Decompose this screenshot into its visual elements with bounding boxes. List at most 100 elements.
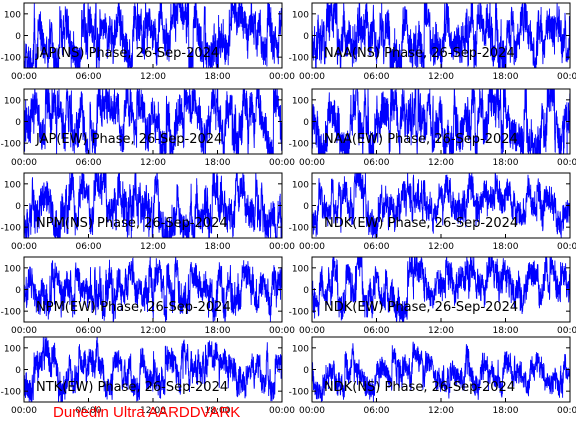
- x-tick-label: 00:00: [269, 242, 295, 252]
- plot-panel-9: 100 0 -100 00:00 06:00 12:00 18:00 00:00 NTK(EW)…: [1, 336, 295, 416]
- y-tick-label: -100: [289, 54, 310, 64]
- panel-title: NTK(EW) Phase, 26-Sep-2024: [36, 380, 228, 395]
- x-tick-label: 00:00: [269, 158, 295, 168]
- y-tick-label: 100: [292, 264, 309, 274]
- plot-panel-2: 100 0 -100 00:00 06:00 12:00 18:00 00:00 NAA(NS)…: [289, 2, 576, 82]
- y-tick-label: 0: [303, 286, 309, 296]
- x-tick-label: 06:00: [364, 158, 390, 168]
- y-tick-label: -100: [1, 54, 22, 64]
- phase-series-line: [24, 173, 282, 238]
- plot-panel-4: 100 0 -100 00:00 06:00 12:00 18:00 00:00 NAA(EW)…: [289, 88, 576, 168]
- y-tick-label: -100: [289, 140, 310, 150]
- x-tick-label: 06:00: [76, 406, 102, 416]
- x-tick-label: 06:00: [364, 72, 390, 82]
- x-tick-label: 12:00: [140, 326, 166, 336]
- y-tick-label: 0: [303, 32, 309, 42]
- x-tick-label: 18:00: [493, 72, 519, 82]
- panel-title: NDK(NS) Phase, 26-Sep-2024: [324, 380, 515, 395]
- y-tick-label: -100: [289, 308, 310, 318]
- y-tick-label: 100: [292, 10, 309, 20]
- y-tick-label: 0: [303, 118, 309, 128]
- x-tick-label: 00:00: [269, 406, 295, 416]
- x-tick-label: 00:00: [299, 326, 325, 336]
- x-tick-label: 18:00: [493, 242, 519, 252]
- phase-series-line: [24, 89, 282, 154]
- x-tick-label: 00:00: [299, 72, 325, 82]
- x-tick-label: 12:00: [140, 72, 166, 82]
- plot-panel-10: 100 0 -100 00:00 06:00 12:00 18:00 00:00 NDK(NS)…: [289, 336, 576, 416]
- x-tick-label: 12:00: [140, 158, 166, 168]
- y-tick-label: 100: [4, 264, 21, 274]
- plot-panel-3: 100 0 -100 00:00 06:00 12:00 18:00 00:00 JAP(EW)…: [1, 88, 295, 168]
- panel-title: NDK(EW) Phase, 26-Sep-2024: [324, 300, 518, 315]
- x-tick-label: 00:00: [269, 326, 295, 336]
- x-tick-label: 06:00: [364, 242, 390, 252]
- x-tick-label: 00:00: [299, 406, 325, 416]
- phase-series-line: [312, 3, 570, 68]
- x-tick-label: 12:00: [428, 72, 454, 82]
- y-tick-label: 0: [303, 366, 309, 376]
- x-tick-label: 00:00: [557, 158, 576, 168]
- x-tick-label: 18:00: [205, 326, 231, 336]
- y-tick-label: 0: [303, 202, 309, 212]
- y-tick-label: 0: [15, 32, 21, 42]
- y-tick-label: 0: [15, 202, 21, 212]
- x-tick-label: 00:00: [11, 72, 37, 82]
- x-tick-label: 06:00: [76, 158, 102, 168]
- plot-panel-6: 100 0 -100 00:00 06:00 12:00 18:00 00:00 NDK(EW)…: [289, 172, 576, 252]
- y-tick-label: -100: [1, 140, 22, 150]
- y-tick-label: 100: [292, 180, 309, 190]
- phase-series-line: [312, 89, 570, 154]
- x-tick-label: 00:00: [557, 242, 576, 252]
- y-tick-label: -100: [289, 224, 310, 234]
- plot-panel-1: 100 0 -100 00:00 06:00 12:00 18:00 00:00 JAP(NS)…: [1, 2, 295, 82]
- x-tick-label: 06:00: [76, 326, 102, 336]
- x-tick-label: 12:00: [428, 158, 454, 168]
- x-tick-label: 06:00: [76, 72, 102, 82]
- x-tick-label: 06:00: [364, 326, 390, 336]
- x-tick-label: 00:00: [11, 158, 37, 168]
- panel-title: NPM(NS) Phase, 26-Sep-2024: [36, 216, 228, 231]
- x-tick-label: 00:00: [11, 406, 37, 416]
- y-tick-label: 100: [4, 180, 21, 190]
- x-tick-label: 00:00: [11, 242, 37, 252]
- phase-series-line: [312, 173, 570, 238]
- phase-series-line: [312, 257, 570, 322]
- y-tick-label: -100: [1, 224, 22, 234]
- phase-series-line: [24, 3, 282, 68]
- panel-title: NPM(EW) Phase, 26-Sep-2024: [36, 300, 231, 315]
- y-tick-label: -100: [1, 388, 22, 398]
- x-tick-label: 06:00: [364, 406, 390, 416]
- panel-title: NDK(EW) Phase, 26-Sep-2024: [324, 216, 518, 231]
- y-tick-label: 100: [4, 10, 21, 20]
- x-tick-label: 06:00: [76, 242, 102, 252]
- x-tick-label: 18:00: [493, 326, 519, 336]
- x-tick-label: 12:00: [140, 406, 166, 416]
- y-tick-label: 100: [4, 344, 21, 354]
- plot-panel-5: 100 0 -100 00:00 06:00 12:00 18:00 00:00 NPM(NS)…: [1, 172, 295, 252]
- x-tick-label: 00:00: [299, 242, 325, 252]
- y-tick-label: 100: [292, 344, 309, 354]
- x-tick-label: 00:00: [299, 158, 325, 168]
- panel-title: NAA(NS) Phase, 26-Sep-2024: [324, 46, 515, 61]
- plot-panel-8: 100 0 -100 00:00 06:00 12:00 18:00 00:00 NDK(EW)…: [289, 256, 576, 336]
- footer-label: Dunedin Ultra AARDDVARK: [53, 404, 241, 421]
- y-tick-label: 100: [292, 96, 309, 106]
- phase-series-line: [24, 257, 282, 322]
- phase-series-line: [24, 337, 282, 402]
- y-tick-label: -100: [1, 308, 22, 318]
- y-tick-label: 0: [15, 286, 21, 296]
- x-tick-label: 18:00: [205, 158, 231, 168]
- x-tick-label: 12:00: [428, 242, 454, 252]
- x-tick-label: 18:00: [493, 406, 519, 416]
- y-tick-label: 0: [15, 118, 21, 128]
- x-tick-label: 00:00: [11, 326, 37, 336]
- phase-series-line: [312, 341, 570, 402]
- x-tick-label: 12:00: [428, 406, 454, 416]
- x-tick-label: 00:00: [269, 72, 295, 82]
- x-tick-label: 00:00: [557, 406, 576, 416]
- x-tick-label: 18:00: [205, 406, 231, 416]
- y-tick-label: 0: [15, 366, 21, 376]
- panel-title: JAP(EW) Phase, 26-Sep-2024: [35, 132, 222, 147]
